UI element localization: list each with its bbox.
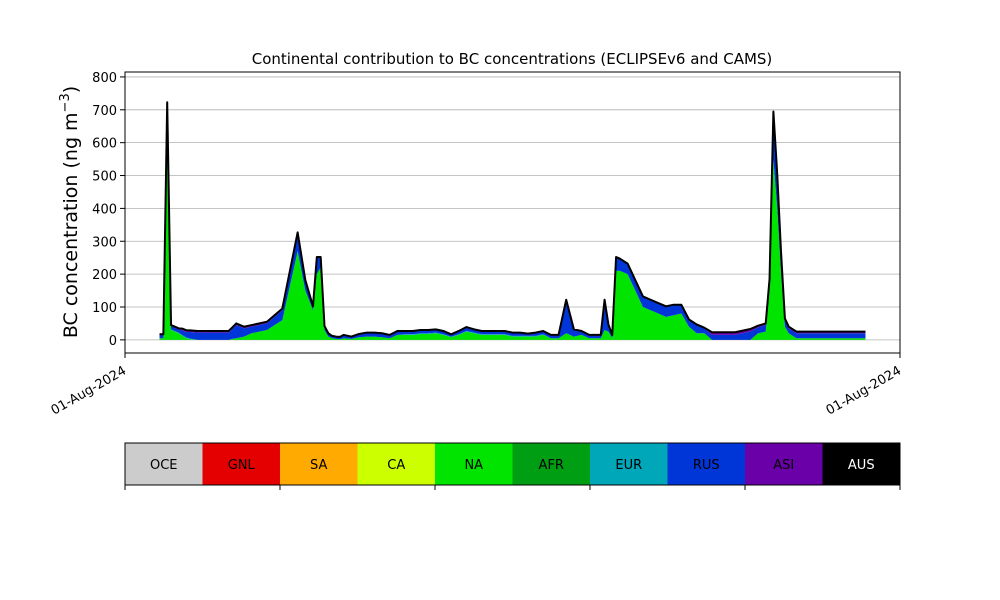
legend-label: RUS — [693, 458, 720, 473]
y-tick-label: 800 — [92, 71, 117, 86]
legend-label: EUR — [615, 458, 642, 473]
colorbar-legend: OCE GNL SA CA NA AFR EUR RUS ASI AUS — [124, 442, 901, 490]
y-tick-label: 100 — [92, 301, 117, 316]
legend-swatch-gnl — [202, 443, 281, 485]
legend-label: CA — [387, 458, 405, 473]
x-axis-ticks: 01-Aug-2024 01-Aug-2024 — [49, 353, 904, 419]
y-axis-label-main: BC concentration (ng m — [60, 112, 82, 338]
grid-lines — [125, 76, 900, 341]
legend-swatch-oce — [125, 443, 203, 485]
legend-swatch-ca — [357, 443, 436, 485]
y-axis-label-close: ) — [60, 86, 82, 93]
y-tick-label: 700 — [92, 104, 117, 119]
x-tick-label: 01-Aug-2024 — [49, 363, 129, 418]
plot-frame — [124, 71, 901, 354]
chart-title: Continental contribution to BC concentra… — [252, 50, 773, 68]
y-tick-label: 600 — [92, 137, 117, 152]
y-tick-label: 200 — [92, 268, 117, 283]
y-tick-label: 0 — [109, 334, 117, 349]
legend-swatch-rus — [667, 443, 746, 485]
legend-label: AFR — [539, 458, 564, 473]
legend-label: OCE — [150, 458, 178, 473]
plot-areas — [159, 101, 866, 340]
legend-label: ASI — [773, 458, 794, 473]
y-axis-label: BC concentration (ng m−3) — [58, 86, 82, 338]
legend-swatch-aus — [822, 443, 901, 485]
legend-swatch-na — [435, 443, 513, 485]
legend-label: AUS — [848, 458, 875, 473]
y-tick-label: 300 — [92, 235, 117, 250]
legend-swatch-sa — [280, 443, 358, 485]
y-tick-label: 400 — [92, 202, 117, 217]
area-series-asi — [159, 102, 866, 338]
y-axis-ticks: 0 100 200 300 400 500 600 700 800 — [92, 71, 125, 349]
legend-label: GNL — [228, 458, 256, 473]
area-series-rus — [159, 103, 866, 340]
legend-label: NA — [464, 458, 483, 473]
x-tick-label: 01-Aug-2024 — [824, 363, 904, 418]
legend-swatch-eur — [590, 443, 668, 485]
y-tick-label: 500 — [92, 170, 117, 185]
legend-frame — [124, 442, 901, 486]
legend-swatch-asi — [745, 443, 823, 485]
legend-swatch-afr — [512, 443, 591, 485]
total-line — [159, 101, 866, 338]
y-axis-label-superscript: −3 — [58, 93, 73, 112]
legend-label: SA — [310, 458, 327, 473]
